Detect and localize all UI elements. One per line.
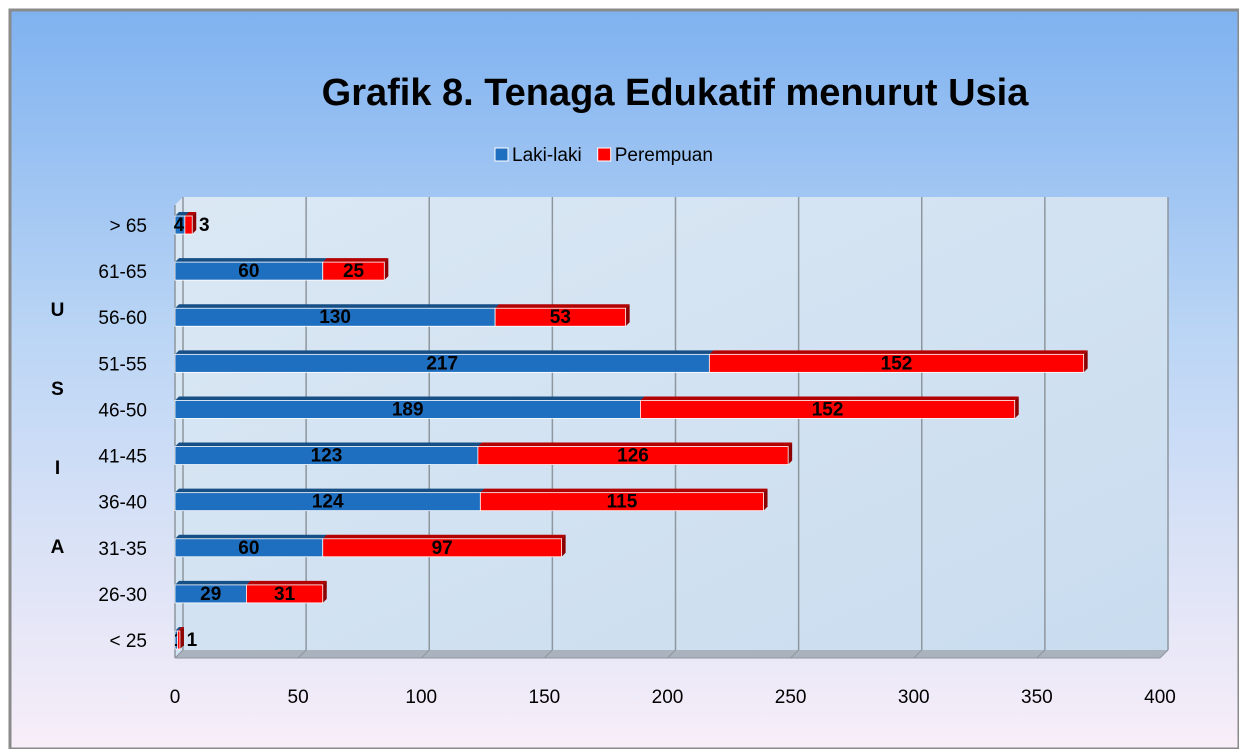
value-label: 115 — [607, 492, 638, 513]
bar — [494, 307, 627, 327]
bar-top — [175, 304, 500, 309]
bar-top — [175, 627, 182, 631]
bar-top — [322, 534, 566, 539]
y-tick-label: 41-45 — [98, 447, 147, 468]
floor-line — [1036, 649, 1046, 659]
value-label: 4 — [174, 215, 185, 236]
bar-top — [175, 580, 251, 585]
bar-side — [625, 304, 630, 327]
bar-top — [175, 488, 485, 493]
y-tick-label: < 25 — [109, 631, 147, 652]
x-tick-label: 150 — [529, 687, 561, 708]
value-label: 53 — [550, 307, 571, 328]
x-tick-label: 50 — [288, 687, 309, 708]
x-tick-label: 250 — [775, 687, 807, 708]
value-label: 60 — [238, 261, 259, 282]
bar-top — [477, 442, 793, 447]
value-label: 31 — [274, 584, 296, 605]
value-label: 29 — [200, 584, 221, 605]
x-tick-label: 0 — [170, 687, 181, 708]
floor-line — [544, 649, 553, 659]
bar — [184, 215, 193, 235]
floor-line — [420, 649, 430, 659]
floor-line — [913, 649, 923, 659]
bar-top — [246, 580, 327, 585]
bar — [322, 261, 385, 281]
bar-side — [1083, 350, 1088, 373]
bar-top — [640, 396, 1019, 401]
bar-top — [175, 212, 189, 216]
bar-side — [763, 488, 768, 511]
value-label: 152 — [881, 353, 913, 374]
bar — [177, 630, 181, 650]
bar — [708, 353, 1085, 373]
legend-swatch — [597, 147, 612, 162]
value-label: 25 — [343, 261, 365, 282]
x-tick-label: 400 — [1144, 687, 1176, 708]
bar — [477, 446, 789, 465]
value-label: 152 — [812, 399, 844, 420]
floor-line — [667, 649, 676, 659]
x-tick-label: 300 — [898, 687, 930, 708]
y-tick-label: 51-55 — [98, 354, 147, 375]
floor-line — [790, 649, 799, 659]
bar — [246, 584, 324, 604]
legend-label: Laki-laki — [512, 145, 582, 166]
y-axis-label: USIA — [47, 300, 68, 616]
legend-label: Perempuan — [615, 145, 713, 166]
bar-top — [175, 534, 327, 539]
bar-side — [384, 258, 389, 281]
value-label: 97 — [432, 538, 453, 559]
bar-top — [175, 258, 327, 263]
y-tick-label: 26-30 — [98, 585, 147, 606]
floor-line — [297, 649, 307, 659]
bar-top — [177, 627, 184, 631]
bar-top — [175, 442, 482, 447]
bar-top — [709, 350, 1088, 355]
y-tick-label: 46-50 — [98, 400, 147, 421]
value-label: 126 — [617, 446, 649, 467]
floor-line — [1159, 649, 1169, 659]
bar — [479, 492, 764, 512]
legend-swatch — [494, 147, 509, 162]
value-label: 123 — [311, 446, 343, 467]
bar — [322, 538, 563, 558]
value-label: 130 — [319, 307, 351, 328]
x-tick-label: 100 — [405, 687, 437, 708]
bar-side — [192, 212, 197, 234]
y-tick-label: 61-65 — [98, 262, 147, 283]
bar-top — [184, 212, 197, 216]
bar-top — [495, 304, 630, 309]
x-tick-label: 350 — [1021, 687, 1053, 708]
value-label: 217 — [426, 353, 458, 374]
bar-side — [1014, 396, 1019, 419]
value-label: 3 — [199, 215, 210, 236]
bar-side — [788, 442, 793, 465]
bar-side — [179, 627, 184, 649]
bar-side — [322, 580, 327, 603]
floor-line — [174, 649, 184, 659]
value-label: 1 — [187, 630, 198, 651]
value-label: 124 — [312, 492, 344, 513]
bar-top — [175, 396, 645, 401]
value-label: 60 — [238, 538, 259, 559]
value-label: 189 — [392, 399, 424, 420]
y-tick-label: 31-35 — [98, 539, 147, 560]
x-tick-label: 200 — [652, 687, 684, 708]
bar-top — [175, 350, 714, 355]
y-tick-label: 56-60 — [98, 308, 147, 329]
chart-title: Grafik 8. Tenaga Edukatif menurut Usia — [322, 72, 1030, 114]
bar-side — [561, 534, 566, 557]
bar-top — [322, 258, 389, 263]
y-tick-label: > 65 — [109, 216, 147, 237]
bar — [640, 400, 1016, 419]
y-tick-label: 36-40 — [98, 493, 147, 514]
bar-top — [480, 488, 768, 493]
